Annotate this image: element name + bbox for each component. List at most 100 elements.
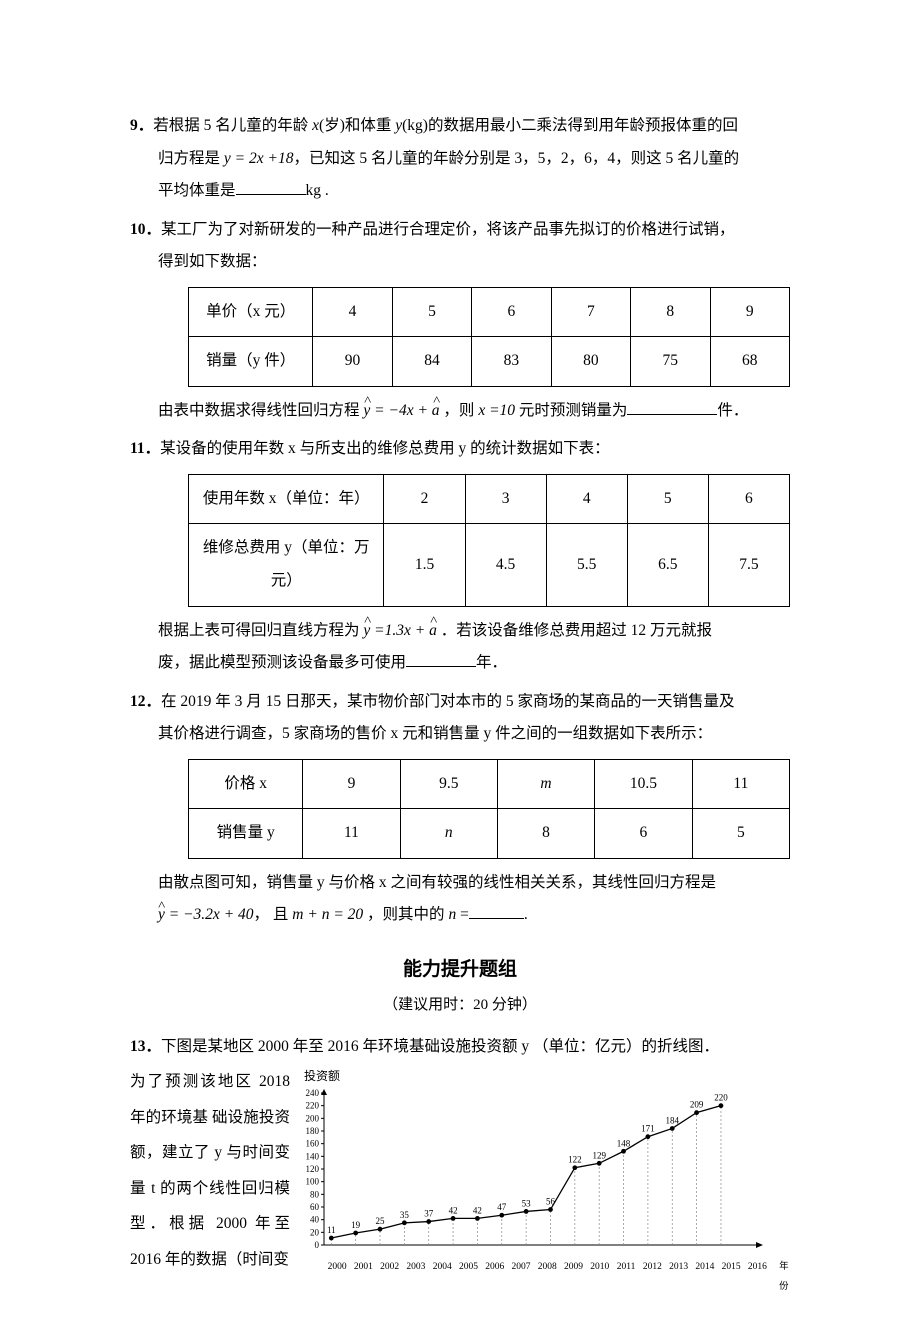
table-cell: 9 [303,759,400,809]
table-cell: 使用年数 x（单位：年） [189,474,384,524]
problem-body: 使用年数 x（单位：年）23456维修总费用 y（单位：万元）1.54.55.5… [130,474,790,680]
chart-x-tick: 2008 [534,1258,560,1298]
x-value: x =10 [478,402,515,419]
table-cell: 83 [472,337,551,387]
problem-number: 13． [130,1038,161,1055]
svg-text:25: 25 [376,1216,386,1226]
problem-13-row: 为了预测该地区 2018 年的环境基 础设施投资额，建立了 y 与时间变 量 t… [130,1064,790,1298]
answer-blank [406,651,476,668]
svg-text:148: 148 [617,1138,631,1148]
table-cell: 单价（x 元） [189,287,313,337]
text: 得到如下数据： [158,253,267,270]
svg-text:56: 56 [546,1197,556,1207]
text: (kg)的数据用最小二乘法得到用年龄预报体重的回 [402,117,738,134]
svg-text:37: 37 [424,1209,434,1219]
table-cell: 6.5 [627,524,708,606]
text: ，则其中的 [363,906,448,923]
svg-text:129: 129 [592,1150,606,1160]
a-hat: a [432,395,440,428]
table-cell: 8 [631,287,710,337]
problem-12: 12．在 2019 年 3 月 15 日那天，某市物价部门对本市的 5 家商场的… [130,686,790,932]
text: 根据上表可得回归直线方程为 [158,622,363,639]
table-cell: m [497,759,594,809]
chart-x-tick: 2001 [350,1258,376,1298]
svg-text:184: 184 [665,1116,679,1126]
table-cell: 5 [692,809,789,859]
unit: kg . [306,182,329,199]
table-cell: 9.5 [400,759,497,809]
chart-x-tick: 2011 [613,1258,639,1298]
text: 下图是某地区 2000 年至 2016 年环境基础设施投资额 y （单位：亿元）… [161,1038,719,1055]
chart-x-tick: 2000 [324,1258,350,1298]
text: 其价格进行调查，5 家商场的售价 x 元和销售量 y 件之间的一组数据如下表所示… [158,725,712,742]
text: ， 且 [254,906,293,923]
text: 由散点图可知，销售量 y 与价格 x 之间有较强的线性相关关系，其线性回归方程是 [158,874,716,891]
svg-text:220: 220 [714,1093,728,1103]
table-cell: 11 [303,809,400,859]
table-cell: 68 [710,337,789,387]
chart-x-tick: 2006 [482,1258,508,1298]
svg-text:220: 220 [306,1101,320,1111]
svg-text:53: 53 [522,1198,532,1208]
svg-text:19: 19 [351,1220,361,1230]
chart-x-tick: 2015 [718,1258,744,1298]
answer-blank [627,398,717,415]
table-cell: 2 [384,474,465,524]
problem-number: 12． [130,693,161,710]
chart-x-tick: 2016 [744,1258,770,1298]
chart-y-axis-label: 投资额 [298,1064,793,1089]
table-cell: 6 [472,287,551,337]
text: ，则 [440,402,479,419]
text: 归方程是 [158,150,224,167]
chart-x-tick: 2002 [377,1258,403,1298]
price-sales-table: 单价（x 元）456789销量（y 件）908483807568 [188,287,790,387]
svg-text:160: 160 [306,1139,320,1149]
svg-text:35: 35 [400,1210,410,1220]
problem-body: 归方程是 y = 2x +18，已知这 5 名儿童的年龄分别是 3，5，2，6，… [130,143,790,208]
equation: = −3.2x + 40 [165,906,254,923]
chart-x-tick: 2010 [587,1258,613,1298]
svg-text:140: 140 [306,1151,320,1161]
svg-text:120: 120 [306,1164,320,1174]
svg-text:11: 11 [327,1225,336,1235]
svg-text:209: 209 [690,1100,704,1110]
table-cell: 3 [465,474,546,524]
table-cell: 90 [313,337,392,387]
table-cell: 6 [708,474,789,524]
chart-x-axis-label: 年份 [771,1258,794,1298]
equation: =1.3x + [370,622,429,639]
svg-text:100: 100 [306,1177,320,1187]
chart-x-tick: 2009 [560,1258,586,1298]
table-cell: 10.5 [594,759,692,809]
problem-13-side-text: 为了预测该地区 2018 年的环境基 础设施投资额，建立了 y 与时间变 量 t… [130,1064,290,1278]
table-cell: 5 [392,287,471,337]
chart-x-tick: 2013 [665,1258,691,1298]
table-cell: 4 [313,287,392,337]
table-cell: 销量（y 件） [189,337,313,387]
svg-text:180: 180 [306,1126,320,1136]
table-cell: 80 [551,337,630,387]
text: . [524,906,528,923]
svg-text:122: 122 [568,1155,582,1165]
table-cell: 5 [627,474,708,524]
a-hat: a [429,615,437,648]
chart-x-tick: 2005 [455,1258,481,1298]
price-qty-table: 价格 x99.5m10.511销售量 y11n865 [188,759,790,859]
text: = [456,906,469,923]
svg-text:42: 42 [473,1205,482,1215]
text: 由表中数据求得线性回归方程 [158,402,363,419]
table-cell: 销售量 y [189,809,303,859]
table-cell: 75 [631,337,710,387]
problem-number: 11． [130,440,160,457]
table-cell: 11 [692,759,789,809]
problem-10: 10．某工厂为了对新研发的一种产品进行合理定价，将该产品事先拟订的价格进行试销，… [130,214,790,428]
table-cell: 8 [497,809,594,859]
table-cell: 7.5 [708,524,789,606]
equation: = −4x + [370,402,432,419]
problem-number: 9． [130,117,153,134]
y-hat: y [363,395,370,428]
section-title: 能力提升题组 [130,950,790,990]
svg-text:40: 40 [310,1215,320,1225]
problem-body: 得到如下数据： 单价（x 元）456789销量（y 件）908483807568… [130,246,790,427]
text: 某工厂为了对新研发的一种产品进行合理定价，将该产品事先拟订的价格进行试销， [161,221,735,238]
